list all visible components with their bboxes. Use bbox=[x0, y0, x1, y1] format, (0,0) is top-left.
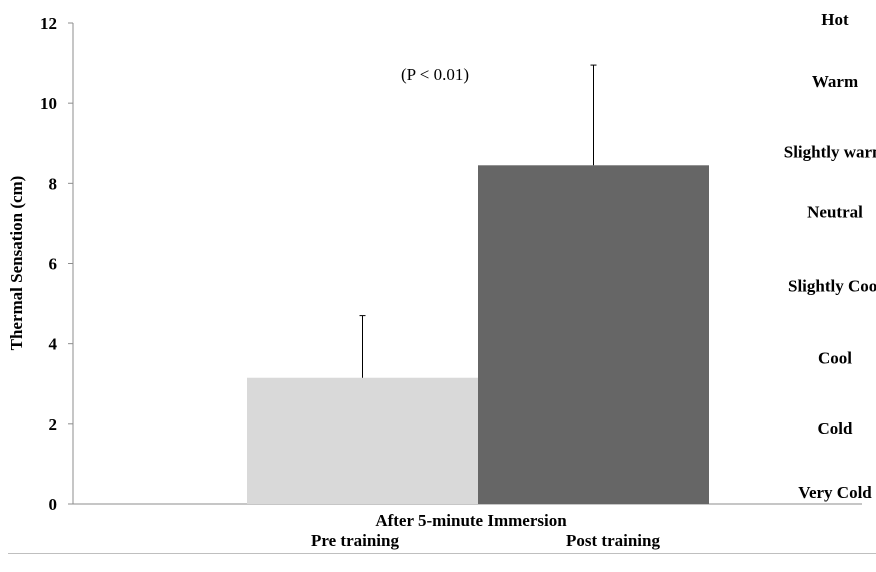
category-label-post-training: Post training bbox=[566, 531, 660, 550]
bar-pre-training bbox=[247, 377, 478, 504]
y-tick-label: 6 bbox=[49, 255, 58, 274]
scale-label: Hot bbox=[821, 10, 849, 29]
bars bbox=[247, 165, 709, 504]
y-tick-label: 4 bbox=[49, 335, 58, 354]
x-axis-title: After 5-minute Immersion bbox=[375, 511, 567, 530]
y-tick-label: 12 bbox=[40, 14, 57, 33]
axis-labels: Thermal Sensation (cm) After 5-minute Im… bbox=[7, 65, 660, 550]
scale-label: Warm bbox=[812, 72, 858, 91]
scale-label: Very Cold bbox=[798, 483, 872, 502]
bottom-divider bbox=[8, 553, 876, 554]
scale-label: Neutral bbox=[807, 202, 863, 221]
axes: 0 2 4 6 8 10 12 bbox=[40, 14, 862, 514]
error-bars bbox=[359, 64, 597, 378]
y-axis-title: Thermal Sensation (cm) bbox=[7, 176, 26, 351]
y-tick-label: 0 bbox=[49, 495, 58, 514]
scale-label: Cool bbox=[818, 349, 852, 368]
y-tick-label: 10 bbox=[40, 94, 57, 113]
p-value-annotation: (P < 0.01) bbox=[401, 65, 469, 84]
category-label-pre-training: Pre training bbox=[311, 531, 399, 550]
scale-label: Cold bbox=[818, 419, 854, 438]
y-tick-label: 2 bbox=[49, 415, 58, 434]
scale-label: Slightly Cool bbox=[788, 277, 876, 296]
scale-label: Slightly warm bbox=[784, 142, 876, 161]
sensation-scale: Hot Warm Slightly warm Neutral Slightly Cool… bbox=[784, 10, 876, 502]
bar-post-training bbox=[478, 165, 709, 504]
y-tick-label: 8 bbox=[49, 174, 58, 193]
